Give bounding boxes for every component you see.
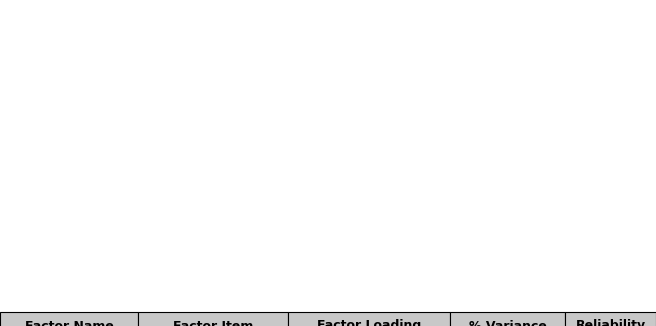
Text: Factor Loading: Factor Loading [317,319,421,326]
Text: Reliability: Reliability [575,319,646,326]
Text: % Variance: % Variance [468,319,546,326]
Text: Factor Name: Factor Name [24,319,113,326]
Bar [138,312,288,326]
Bar [565,312,656,326]
Bar [288,312,450,326]
Bar [0,312,138,326]
Text: Factor Item: Factor Item [173,319,253,326]
Bar [450,312,565,326]
